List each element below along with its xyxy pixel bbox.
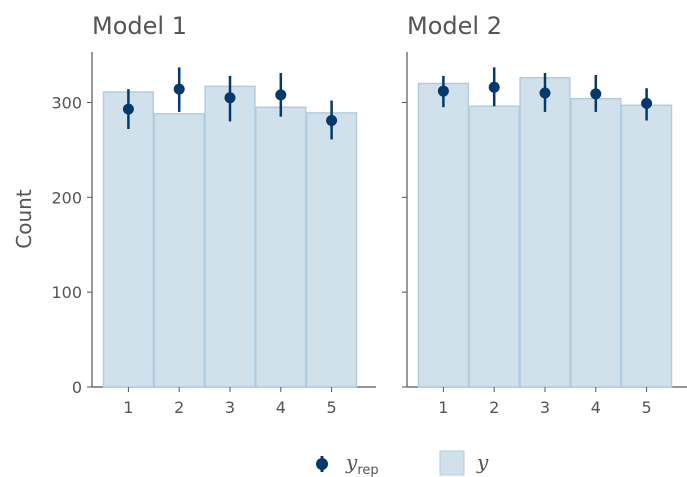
y-tick-label: 100 <box>51 283 82 302</box>
yrep-point <box>437 85 449 97</box>
bar-y <box>102 91 155 388</box>
x-tick-label: 3 <box>225 398 235 417</box>
y-tick-label: 0 <box>72 378 82 397</box>
panel-title: Model 2 <box>407 12 502 40</box>
yrep-point <box>173 83 185 95</box>
x-tick-label: 1 <box>123 398 133 417</box>
legend-yrep-point <box>316 458 328 470</box>
yrep-point <box>122 103 134 115</box>
yrep-point <box>275 89 287 101</box>
x-tick-label: 5 <box>327 398 337 417</box>
legend-yrep-label: yrep <box>345 450 379 477</box>
x-tick-label: 3 <box>540 398 550 417</box>
y-axis-title: Count <box>12 189 36 249</box>
panel-2: Model 2 1 2 3 4 5 <box>402 12 687 417</box>
x-tick-label: 5 <box>642 398 652 417</box>
bar-y <box>519 77 571 388</box>
yrep-point <box>224 92 236 104</box>
yrep-point <box>539 87 551 99</box>
bar-y <box>255 106 307 388</box>
yrep-point <box>488 81 500 93</box>
panel-1: Model 1 0 100 200 300 1 2 3 4 5 <box>51 12 376 417</box>
legend-y-swatch <box>439 450 465 476</box>
x-tick-label: 4 <box>591 398 601 417</box>
y-tick-label: 200 <box>51 188 82 207</box>
yrep-point <box>326 114 338 126</box>
legend-y-label: y <box>476 450 489 474</box>
x-tick-label: 1 <box>438 398 448 417</box>
bar-y <box>204 85 256 388</box>
yrep-point <box>590 88 602 100</box>
plot-area: Model 1 0 100 200 300 1 2 3 4 5 Model 2 1 2 3 4 5 <box>51 12 687 417</box>
bar-y <box>620 104 673 388</box>
x-tick-label: 4 <box>276 398 286 417</box>
yrep-point <box>641 97 653 109</box>
legend-yrep-key <box>316 456 328 472</box>
x-tick-label: 2 <box>489 398 499 417</box>
bar-y <box>305 112 358 388</box>
x-tick-label: 2 <box>174 398 184 417</box>
panel-title: Model 1 <box>92 12 187 40</box>
bar-y <box>468 105 520 388</box>
y-tick-label: 300 <box>51 93 82 112</box>
bar-y <box>417 82 470 388</box>
bar-y <box>570 97 622 388</box>
legend: yrep y <box>316 450 489 477</box>
bar-y <box>153 113 205 388</box>
